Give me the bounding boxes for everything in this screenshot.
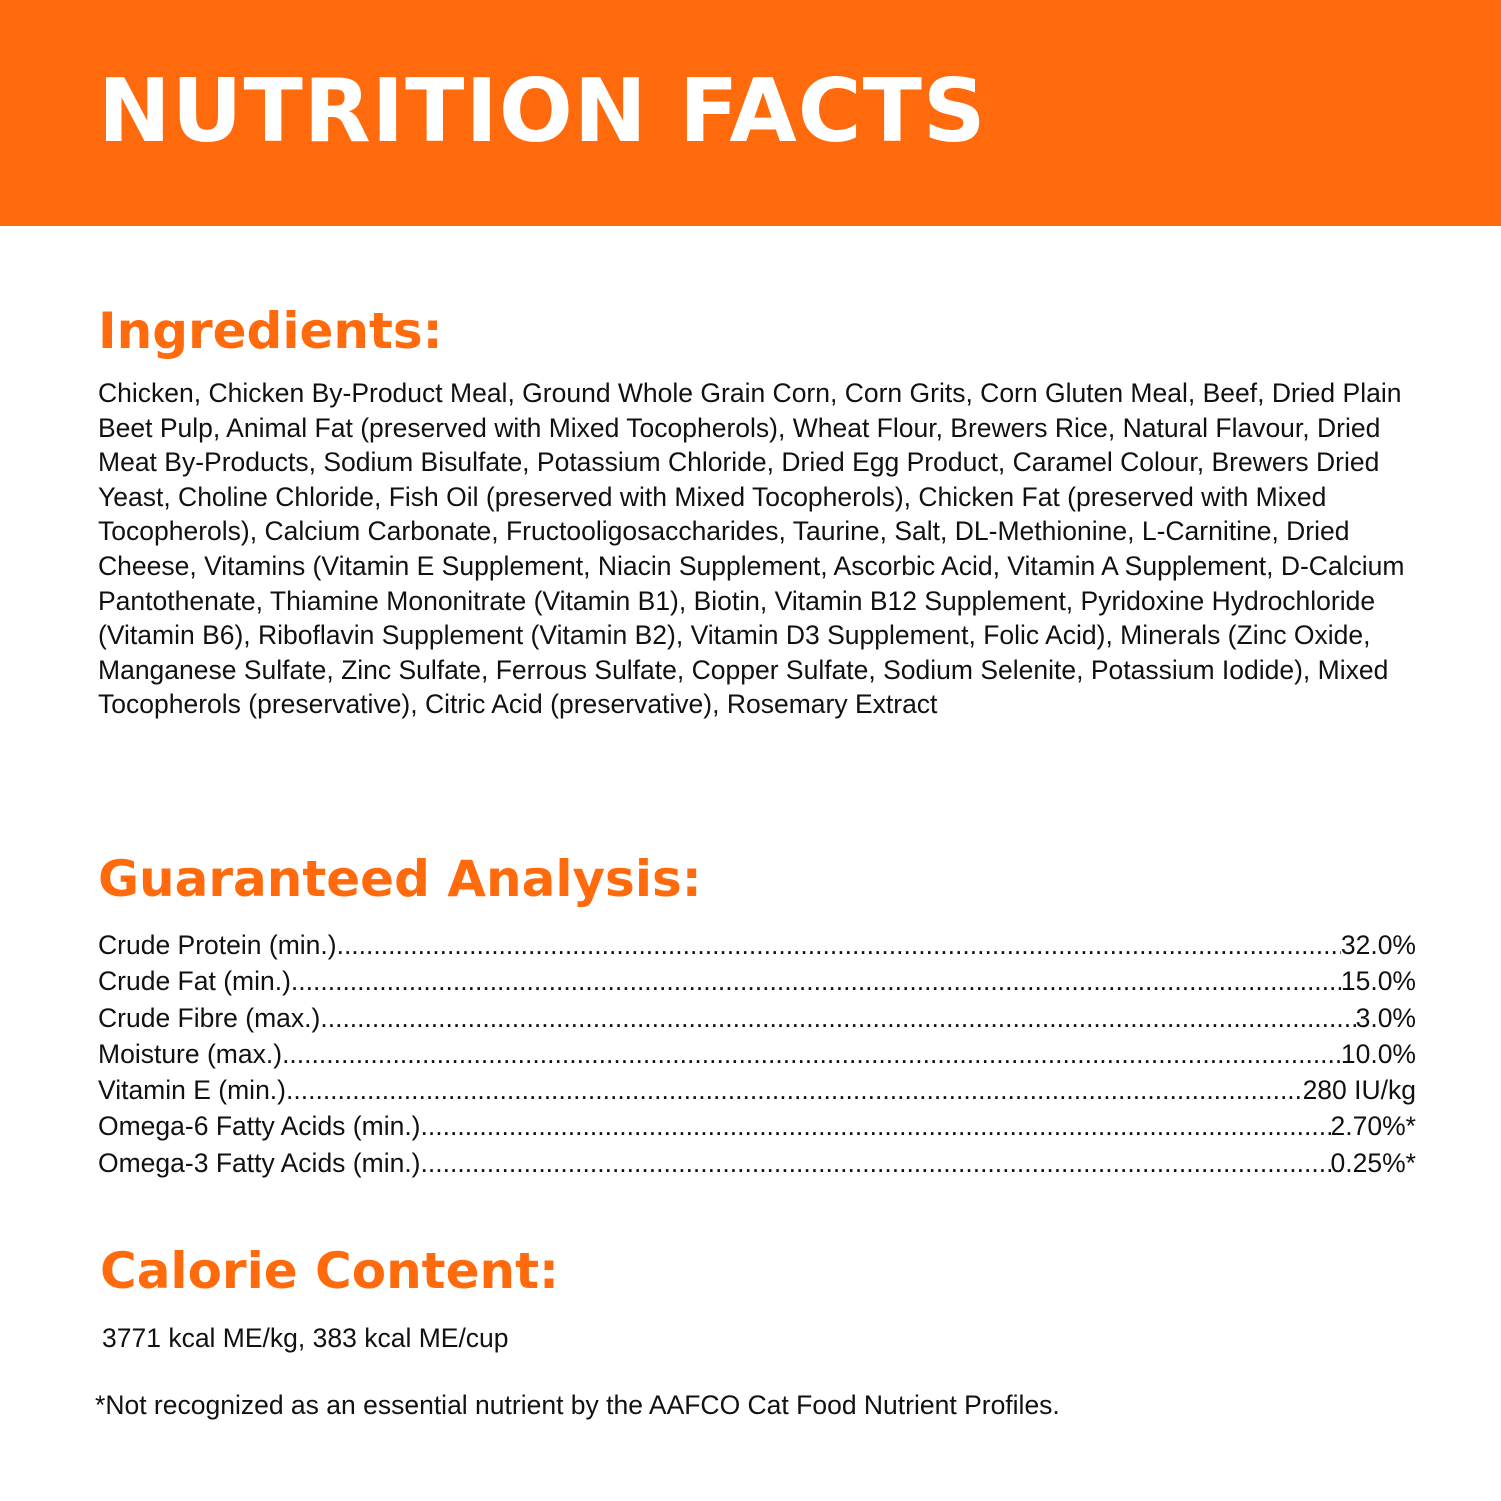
- analysis-label: Omega-6 Fatty Acids (min.): [98, 1111, 421, 1142]
- analysis-label: Crude Fat (min.): [98, 966, 291, 997]
- analysis-row: Vitamin E (min.) 280 IU/kg: [98, 1072, 1416, 1108]
- dot-leader: [286, 1072, 1303, 1108]
- dot-leader: [282, 1036, 1341, 1072]
- analysis-row: Omega-3 Fatty Acids (min.) 0.25%*: [98, 1145, 1416, 1181]
- guaranteed-analysis-list: Crude Protein (min.) 32.0% Crude Fat (mi…: [98, 927, 1416, 1181]
- analysis-value: 10.0%: [1340, 1038, 1416, 1069]
- analysis-row: Omega-6 Fatty Acids (min.) 2.70%*: [98, 1108, 1416, 1144]
- analysis-row: Moisture (max.) 10.0%: [98, 1036, 1416, 1072]
- analysis-row: Crude Fat (min.) 15.0%: [98, 963, 1416, 999]
- page-title: NUTRITION FACTS: [98, 60, 987, 162]
- analysis-value: 0.25%*: [1330, 1147, 1416, 1178]
- analysis-label: Moisture (max.): [98, 1038, 283, 1069]
- guaranteed-analysis-heading: Guaranteed Analysis:: [98, 850, 702, 908]
- analysis-value: 32.0%: [1340, 930, 1416, 960]
- analysis-label: Vitamin E (min.): [98, 1075, 286, 1106]
- dot-leader: [320, 1000, 1355, 1036]
- footnote: *Not recognized as an essential nutrient…: [95, 1390, 1060, 1420]
- analysis-label: Crude Protein (min.): [98, 930, 337, 960]
- analysis-value: 2.70%*: [1330, 1111, 1416, 1142]
- ingredients-heading: Ingredients:: [98, 302, 443, 360]
- calorie-content-heading: Calorie Content:: [100, 1242, 559, 1300]
- header-banner: NUTRITION FACTS: [0, 0, 1501, 226]
- calorie-content-text: 3771 kcal ME/kg, 383 kcal ME/cup: [102, 1323, 509, 1353]
- dot-leader: [337, 927, 1341, 963]
- dot-leader: [291, 963, 1341, 999]
- analysis-value: 15.0%: [1340, 966, 1416, 997]
- analysis-row: Crude Protein (min.) 32.0%: [98, 927, 1416, 963]
- dot-leader: [421, 1108, 1331, 1144]
- analysis-row: Crude Fibre (max.) 3.0%: [98, 1000, 1416, 1036]
- analysis-value: 280 IU/kg: [1302, 1075, 1416, 1106]
- dot-leader: [421, 1145, 1331, 1181]
- analysis-value: 3.0%: [1355, 1002, 1416, 1033]
- analysis-label: Omega-3 Fatty Acids (min.): [98, 1147, 421, 1178]
- analysis-label: Crude Fibre (max.): [98, 1002, 321, 1033]
- ingredients-text: Chicken, Chicken By-Product Meal, Ground…: [98, 378, 1405, 720]
